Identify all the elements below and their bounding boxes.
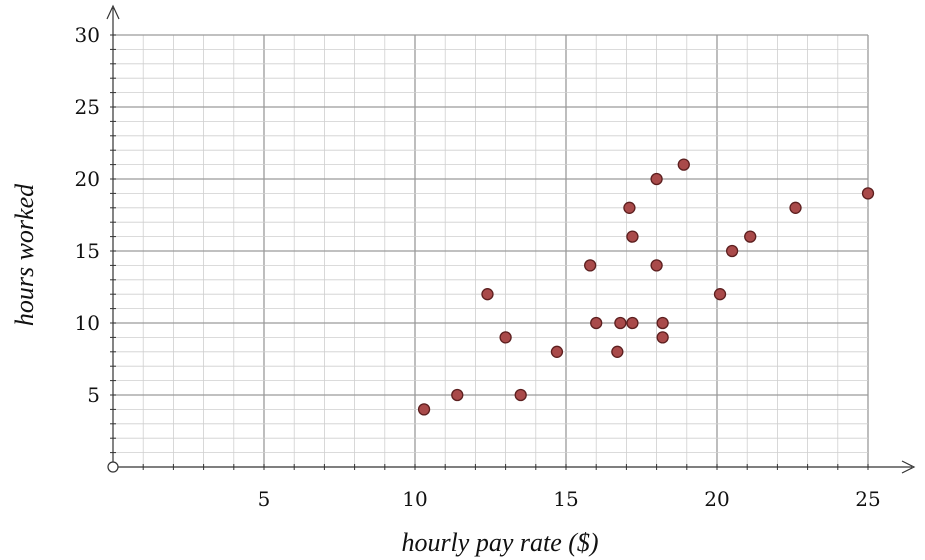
y-tick-label: 25: [75, 95, 100, 119]
y-tick-label: 30: [75, 23, 100, 47]
x-tick-label: 15: [553, 487, 578, 511]
data-point: [611, 345, 624, 358]
x-axis-arrow: [901, 460, 916, 474]
data-point: [499, 331, 512, 344]
data-point: [614, 316, 627, 330]
origin-marker: [107, 461, 119, 473]
data-point: [725, 244, 739, 258]
y-axis-label: hours worked: [10, 183, 39, 326]
data-point: [650, 172, 663, 186]
x-axis-label: hourly pay rate ($): [401, 528, 598, 557]
data-point: [861, 187, 875, 200]
data-point: [744, 230, 757, 243]
data-point: [514, 388, 527, 402]
x-tick-label: 25: [855, 487, 880, 511]
data-point: [550, 345, 564, 358]
data-point: [623, 201, 636, 214]
y-tick-label: 15: [75, 239, 100, 263]
data-point: [650, 259, 663, 272]
y-tick-label: 10: [75, 311, 100, 335]
y-axis-arrow: [106, 4, 120, 20]
y-tick-labels: 5 10 15 20 25 30: [75, 23, 100, 407]
axes: [106, 4, 916, 474]
data-point: [481, 288, 494, 301]
x-tick-labels: 5 10 15 20 25: [258, 487, 881, 511]
y-tick-label: 20: [75, 167, 100, 191]
data-point: [584, 259, 597, 272]
data-point: [451, 388, 464, 402]
data-point: [789, 201, 802, 214]
data-point: [713, 288, 727, 301]
data-point: [417, 403, 431, 416]
x-tick-label: 10: [402, 487, 427, 511]
data-point: [626, 316, 639, 330]
data-points: [417, 158, 875, 416]
data-point: [626, 230, 639, 243]
x-tick-label: 5: [258, 487, 271, 511]
data-point: [656, 331, 669, 344]
y-tick-label: 5: [87, 383, 100, 407]
grid: [113, 34, 869, 467]
x-tick-label: 20: [704, 487, 729, 511]
data-point: [677, 158, 690, 171]
data-point: [656, 316, 669, 330]
data-point: [590, 316, 603, 330]
